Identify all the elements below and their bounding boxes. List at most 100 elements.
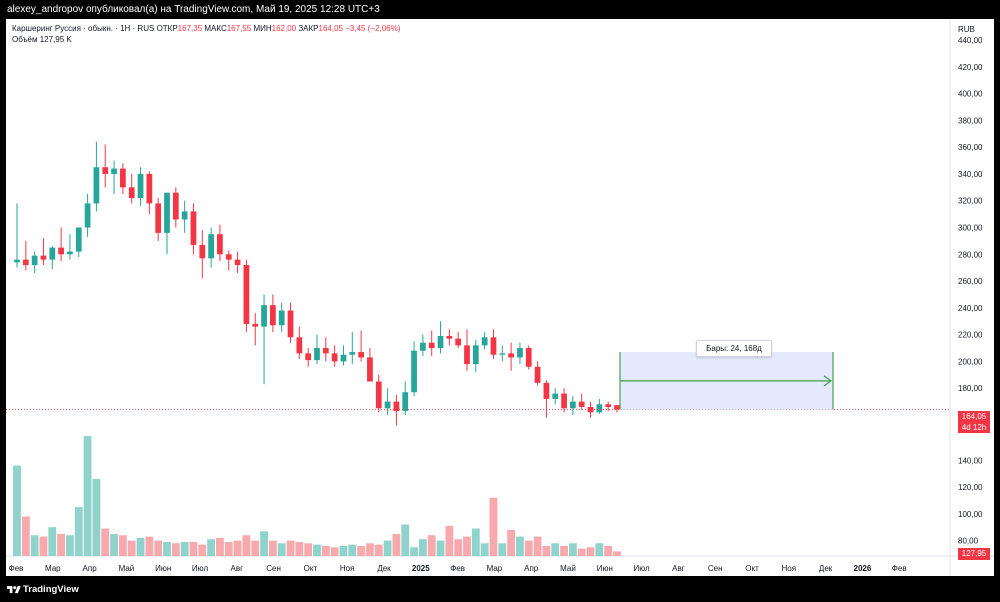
currency-label[interactable]: RUB [958, 25, 975, 34]
time-axis-label: Окт [304, 564, 318, 573]
candle-body [508, 353, 514, 358]
candle-body [464, 345, 470, 365]
volume-bar [233, 540, 242, 556]
footer-bar: TradingView [0, 580, 1000, 602]
time-axis-label: Апр [83, 564, 98, 573]
volume-bar [48, 527, 57, 556]
candle-body [190, 211, 197, 245]
volume-bar [366, 543, 374, 556]
symbol-legend: Каршеринг Руссия · обыкн. · 1Н · RUS ОТК… [12, 24, 400, 33]
candle-body [296, 337, 303, 354]
price-chart[interactable]: 440,00 420,00 400,00 380,00 360,00 340,00 320,… [6, 19, 994, 576]
chart-panel[interactable]: 440,00 420,00 400,00 380,00 360,00 340,00 320,… [6, 19, 994, 576]
price-tick-label: 240,00 [958, 304, 983, 313]
volume-bar [136, 537, 145, 556]
change-value: −3,45 (−2,06%) [345, 24, 401, 33]
candle-body [605, 404, 612, 407]
volume-bar [454, 539, 463, 556]
volume-bar [286, 540, 295, 556]
time-axis-label: Июл [192, 564, 209, 573]
candle-body [22, 259, 29, 265]
candle-body [472, 345, 479, 365]
candle-body [40, 255, 47, 260]
time-axis-label: Июн [597, 564, 613, 573]
price-tick-label: 380,00 [958, 116, 983, 125]
high-value: 167,55 [226, 24, 252, 33]
volume-bar [436, 540, 445, 556]
price-tick-label: 400,00 [958, 90, 983, 99]
volume-bar [66, 535, 74, 556]
candle-body [517, 348, 523, 358]
candle-body [322, 348, 329, 354]
volume-tick-label: 100,00 [958, 510, 983, 519]
time-axis-label: Дек [377, 564, 391, 573]
time-axis-label: 2026 [854, 564, 872, 573]
volume-bar [39, 536, 48, 556]
volume-bar [57, 533, 66, 556]
candle-body [208, 234, 214, 259]
candle-body [305, 353, 312, 361]
candle-body [570, 401, 576, 409]
volume-bar [118, 535, 127, 556]
candle-body [367, 357, 373, 382]
volume-tick-label: 80,00 [958, 537, 979, 546]
close-label: ЗАКР [298, 24, 319, 33]
volume-bar [198, 544, 207, 556]
low-label: МИН [253, 24, 272, 33]
time-axis-label: Дек [819, 564, 833, 573]
candle-body [437, 335, 444, 349]
volume-legend: Объём 127,95 K [12, 35, 72, 44]
volume-bar [374, 544, 383, 556]
volume-bar [189, 541, 198, 556]
time-axis-label: Июн [155, 564, 171, 573]
candle-body [587, 406, 594, 413]
close-value: 164,05 [318, 24, 343, 33]
volume-bar [383, 540, 392, 556]
volume-bar [489, 497, 498, 556]
candle-body [217, 234, 223, 255]
volume-bar [277, 543, 286, 556]
volume-bar [339, 545, 348, 556]
candle-body [84, 203, 91, 228]
volume-bar [260, 531, 268, 556]
candle-body [375, 381, 382, 409]
high-label: МАКС [204, 24, 227, 33]
candle-body [75, 227, 82, 252]
tradingview-brand[interactable]: TradingView [23, 584, 79, 595]
time-axis-label: Май [560, 564, 576, 573]
candle-body [481, 337, 488, 346]
time-axis-label: Авг [672, 564, 685, 573]
time-axis-label: Июл [633, 564, 650, 573]
volume-bar [480, 543, 489, 556]
candle-body [287, 310, 294, 338]
candle-body [252, 323, 259, 327]
volume-bar [507, 529, 516, 556]
volume-bar [304, 543, 313, 556]
candle-body [172, 192, 179, 220]
candle-body [455, 338, 462, 346]
price-tick-label: 340,00 [958, 170, 983, 179]
open-label: ОТКР [156, 24, 178, 33]
time-axis-label: Ноя [340, 564, 355, 573]
volume-bar [83, 436, 92, 556]
price-tick-label: 300,00 [958, 224, 983, 233]
candle-body [278, 310, 285, 326]
candle-body [543, 382, 550, 399]
candle-body [331, 353, 338, 362]
volume-bar [110, 533, 118, 556]
volume-bar [30, 535, 39, 556]
symbol-name[interactable]: Каршеринг Руссия · обыкн. · 1Н · RUS [12, 24, 155, 33]
candle-body [31, 255, 38, 265]
volume-label[interactable]: Объём [12, 35, 38, 44]
open-value: 167,35 [177, 24, 203, 33]
time-axis-label: Сен [266, 564, 281, 573]
candle-body [58, 247, 64, 255]
volume-tick-label: 140,00 [958, 456, 983, 465]
time-axis-label: Фев [450, 564, 465, 573]
date-range-tooltip: Бары: 24, 168д [696, 340, 772, 357]
volume-bar [577, 548, 586, 556]
candle-body [146, 173, 153, 204]
volume-bar [392, 533, 401, 556]
volume-bar [330, 547, 339, 556]
volume-bar [207, 539, 216, 556]
